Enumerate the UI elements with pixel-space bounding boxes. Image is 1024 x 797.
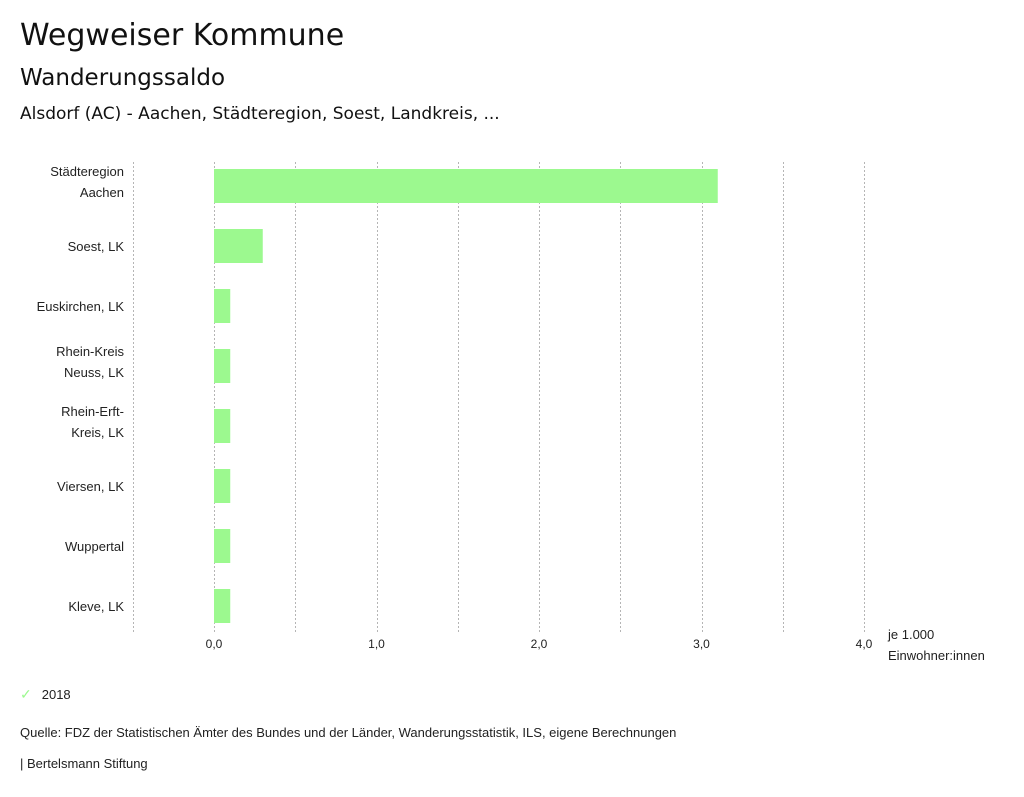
- category-label: Viersen, LK: [57, 479, 124, 494]
- x-tick-label: 1,0: [368, 637, 385, 651]
- bar: [214, 589, 231, 623]
- source-note: Quelle: FDZ der Statistischen Ämter des …: [20, 725, 677, 740]
- legend-label: 2018: [41, 687, 71, 702]
- category-label: Euskirchen, LK: [37, 299, 125, 314]
- chart-subtitle: Wanderungssaldo: [20, 65, 226, 91]
- x-tick-label: 3,0: [693, 637, 710, 651]
- x-axis-unit-line-1: je 1.000: [888, 627, 935, 642]
- category-label: Soest, LK: [68, 239, 125, 254]
- x-axis-unit-line-2: Einwohner:innen: [888, 648, 985, 663]
- category-label: Rhein-Erft-: [61, 404, 124, 419]
- bar: [214, 349, 231, 383]
- bar: [214, 469, 231, 503]
- x-tick-label: 0,0: [206, 637, 223, 651]
- bar: [214, 529, 231, 563]
- category-label: Neuss, LK: [64, 365, 124, 380]
- x-axis-unit-label: je 1.000 Einwohner:innen: [888, 624, 985, 666]
- bar: [214, 409, 231, 443]
- bar: [214, 229, 263, 263]
- bar: [214, 289, 231, 323]
- category-label: Wuppertal: [65, 539, 124, 554]
- category-label: Kreis, LK: [71, 425, 124, 440]
- bar: [214, 169, 718, 203]
- category-label: Kleve, LK: [68, 599, 124, 614]
- bar-chart: Städteregion Aachen Soest, LK Euskirchen, L…: [37, 162, 873, 651]
- brand-credit: | Bertelsmann Stiftung: [20, 756, 148, 771]
- page-title: Wegweiser Kommune: [20, 18, 345, 53]
- x-tick-label: 2,0: [531, 637, 548, 651]
- category-label: Städteregion: [50, 164, 124, 179]
- category-label: Aachen: [80, 185, 124, 200]
- category-label: Rhein-Kreis: [56, 344, 124, 359]
- x-tick-label: 4,0: [856, 637, 873, 651]
- legend-item-2018[interactable]: ✓ 2018: [20, 686, 71, 703]
- check-icon: ✓: [20, 686, 32, 702]
- region-list: Alsdorf (AC) - Aachen, Städteregion, Soe…: [20, 104, 500, 124]
